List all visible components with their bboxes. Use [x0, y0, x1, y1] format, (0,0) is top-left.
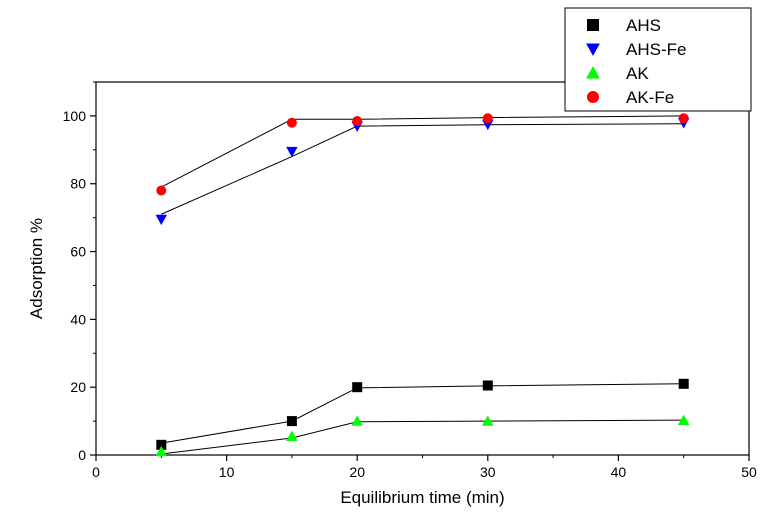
point-ahs-fe [286, 146, 298, 158]
x-tick-label: 30 [480, 464, 496, 480]
legend-marker-ahs [587, 19, 599, 31]
x-axis-title: Equilibrium time (min) [340, 488, 504, 507]
y-tick-label: 80 [70, 176, 86, 192]
fit-line-ahs [161, 383, 684, 444]
fit-line-ahs-fe [161, 123, 684, 215]
y-tick-label: 20 [70, 379, 86, 395]
point-ak [351, 415, 363, 426]
legend-label-ak-fe: AK-Fe [626, 88, 674, 107]
axes: 0 10 20 30 40 50 0 20 40 60 80 100 [63, 81, 757, 480]
x-tick-label: 10 [219, 464, 235, 480]
point-ahs [678, 378, 689, 389]
fit-lines [161, 115, 684, 455]
legend-marker-ak [586, 66, 600, 79]
point-ahs-fe [482, 119, 494, 131]
x-tick-label: 0 [92, 464, 100, 480]
y-tick-label: 40 [70, 311, 86, 327]
point-ak-fe [156, 185, 167, 196]
y-tick-label: 0 [78, 447, 86, 463]
point-ahs [482, 380, 493, 391]
point-ahs [156, 439, 167, 450]
legend-marker-ak-fe [587, 91, 599, 103]
fit-line-ak-fe [161, 115, 684, 188]
point-ahs-fe [155, 214, 168, 226]
y-tick-label: 60 [70, 244, 86, 260]
point-ak-fe [352, 115, 363, 126]
point-ak [677, 414, 690, 426]
point-ak [286, 430, 298, 441]
x-tick-label: 50 [741, 464, 757, 480]
point-ak [482, 415, 494, 426]
legend: AHS AHS-Fe AK AK-Fe [564, 7, 752, 112]
markers [155, 113, 690, 457]
point-ak-fe [678, 113, 689, 124]
point-ak [155, 445, 168, 457]
point-ahs [352, 382, 363, 393]
legend-marker-ahs-fe [586, 43, 600, 56]
legend-label-ahs-fe: AHS-Fe [626, 40, 686, 59]
point-ak-fe [482, 113, 493, 124]
y-tick-label: 100 [63, 108, 87, 124]
x-tick-label: 20 [349, 464, 365, 480]
y-axis-title: Adsorption % [27, 218, 46, 319]
legend-label-ak: AK [626, 64, 649, 83]
point-ak-fe [286, 117, 297, 128]
plot-frame [95, 81, 750, 456]
fit-line-ak [161, 419, 684, 455]
x-tick-label: 40 [611, 464, 627, 480]
point-ahs [286, 416, 297, 427]
legend-label-ahs: AHS [626, 16, 661, 35]
